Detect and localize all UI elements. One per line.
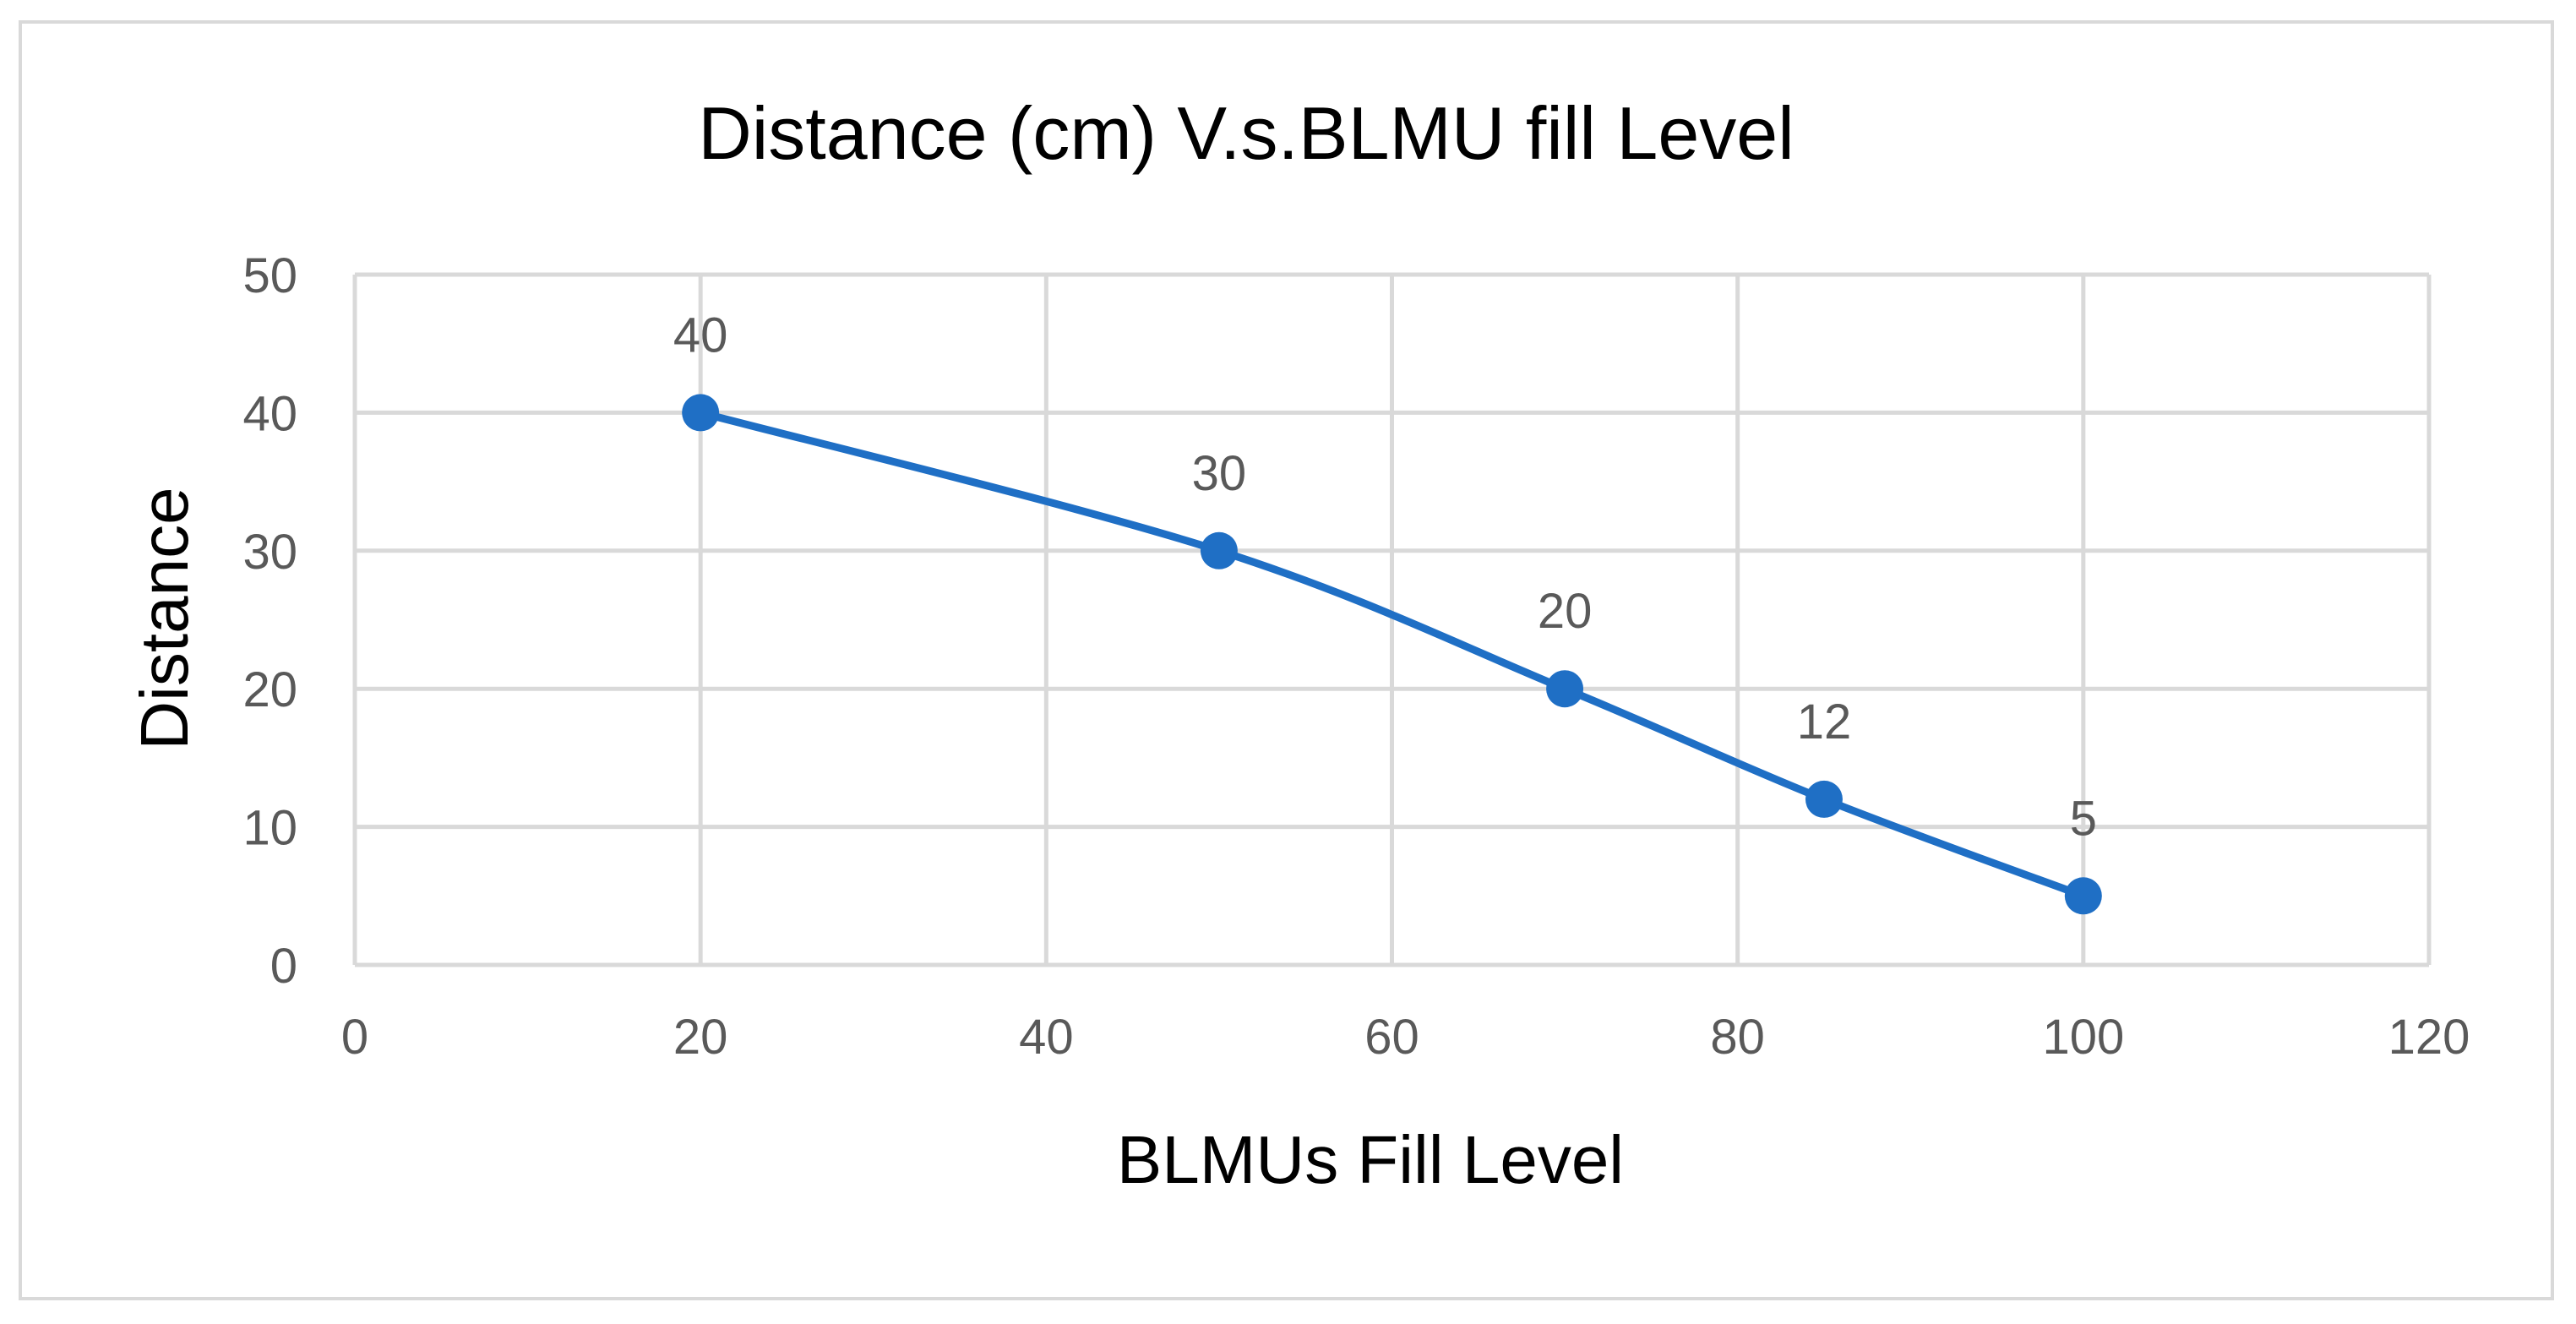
y-tick-label: 10 bbox=[242, 801, 297, 856]
data-label: 12 bbox=[1797, 695, 1852, 749]
data-point bbox=[1546, 670, 1584, 708]
data-label: 30 bbox=[1192, 446, 1247, 501]
x-tick-label: 40 bbox=[1019, 1010, 1074, 1065]
y-tick-label: 40 bbox=[242, 386, 297, 441]
chart-frame bbox=[19, 20, 2554, 1300]
data-label: 40 bbox=[673, 308, 728, 362]
y-axis-label: Distance bbox=[127, 487, 202, 749]
y-tick-label: 20 bbox=[242, 662, 297, 717]
x-axis-label: BLMUs Fill Level bbox=[1117, 1122, 1624, 1197]
data-label: 20 bbox=[1538, 584, 1593, 639]
series-line bbox=[696, 408, 2088, 900]
x-tick-label: 80 bbox=[1710, 1010, 1765, 1065]
x-tick-label: 100 bbox=[2042, 1010, 2124, 1065]
data-labels: 40 30 20 12 5 bbox=[673, 308, 2097, 846]
gridlines bbox=[352, 272, 2432, 967]
data-label: 5 bbox=[2070, 791, 2097, 846]
x-tick-label: 0 bbox=[341, 1010, 368, 1065]
y-tick-label: 30 bbox=[242, 525, 297, 580]
data-point bbox=[1200, 531, 1238, 569]
chart-title: Distance (cm) V.s.BLMU fill Level bbox=[698, 91, 1794, 175]
data-point bbox=[1805, 780, 1843, 818]
y-tick-label: 50 bbox=[242, 248, 297, 303]
x-axis-ticks: 0 20 40 60 80 100 120 bbox=[341, 1010, 2470, 1065]
y-axis-ticks: 0 10 20 30 40 50 bbox=[242, 248, 297, 994]
x-tick-label: 60 bbox=[1364, 1010, 1419, 1065]
data-point bbox=[682, 394, 720, 432]
data-points bbox=[682, 394, 2102, 915]
data-point bbox=[2064, 877, 2102, 915]
x-tick-label: 20 bbox=[673, 1010, 728, 1065]
x-tick-label: 120 bbox=[2388, 1010, 2470, 1065]
y-tick-label: 0 bbox=[270, 939, 297, 994]
